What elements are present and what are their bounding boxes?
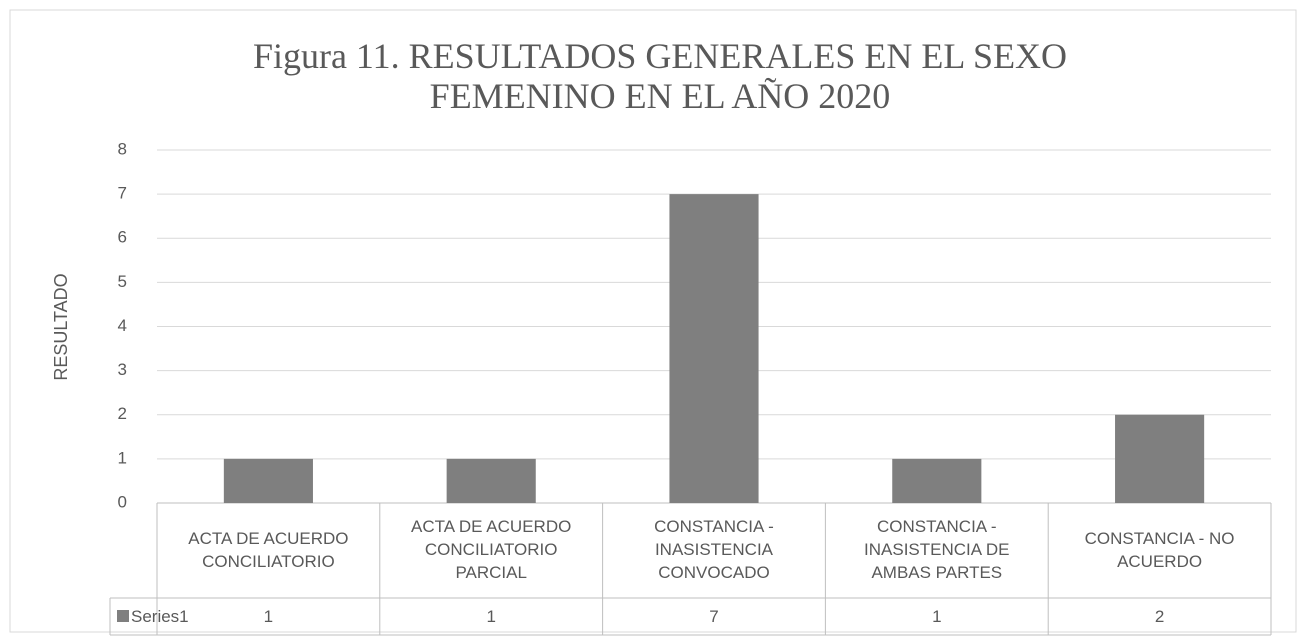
bar — [446, 458, 536, 503]
x-tick-label-box: CONSTANCIA - INASISTENCIA CONVOCADO — [654, 517, 774, 582]
bar — [1115, 414, 1205, 503]
data-table-value: 7 — [709, 607, 718, 626]
x-tick-label-box: CONSTANCIA - NO ACUERDO — [1084, 528, 1235, 571]
y-tick-label: 4 — [118, 316, 127, 335]
y-axis-label: RESULTADO — [51, 273, 71, 380]
legend-label: Series1 — [131, 607, 189, 626]
data-table-value: 1 — [486, 607, 495, 626]
x-tick-label-box: ACTA DE ACUERDO CONCILIATORIO PARCIAL — [411, 517, 572, 582]
legend-swatch — [117, 610, 129, 622]
x-tick-label: CONSTANCIA - NO ACUERDO — [1084, 528, 1235, 571]
chart-title: Figura 11. RESULTADOS GENERALES EN EL SE… — [253, 36, 1067, 116]
y-tick-label: 2 — [118, 404, 127, 423]
data-table-value: 1 — [264, 607, 273, 626]
bar — [892, 458, 982, 503]
y-tick-label: 3 — [118, 360, 127, 379]
chart-border — [9, 9, 1297, 633]
bar — [223, 458, 313, 503]
y-tick-label: 7 — [118, 184, 127, 203]
x-tick-label-box: CONSTANCIA - INASISTENCIA DE AMBAS PARTE… — [864, 517, 1010, 582]
x-tick-label-box: ACTA DE ACUERDO CONCILIATORIO — [188, 528, 349, 571]
x-tick-label: ACTA DE ACUERDO CONCILIATORIO PARCIAL — [411, 517, 572, 582]
y-tick-label: 8 — [118, 139, 127, 158]
x-tick-label: CONSTANCIA - INASISTENCIA DE AMBAS PARTE… — [864, 517, 1010, 582]
y-tick-label: 1 — [118, 448, 127, 467]
y-tick-label: 6 — [118, 228, 127, 247]
data-table-value: 1 — [932, 607, 941, 626]
data-table-value: 2 — [1155, 607, 1164, 626]
x-tick-label: CONSTANCIA - INASISTENCIA CONVOCADO — [654, 517, 774, 582]
y-tick-label: 5 — [118, 272, 127, 291]
x-tick-label: ACTA DE ACUERDO CONCILIATORIO — [188, 528, 349, 571]
bar — [669, 194, 759, 503]
y-tick-label: 0 — [118, 492, 127, 511]
